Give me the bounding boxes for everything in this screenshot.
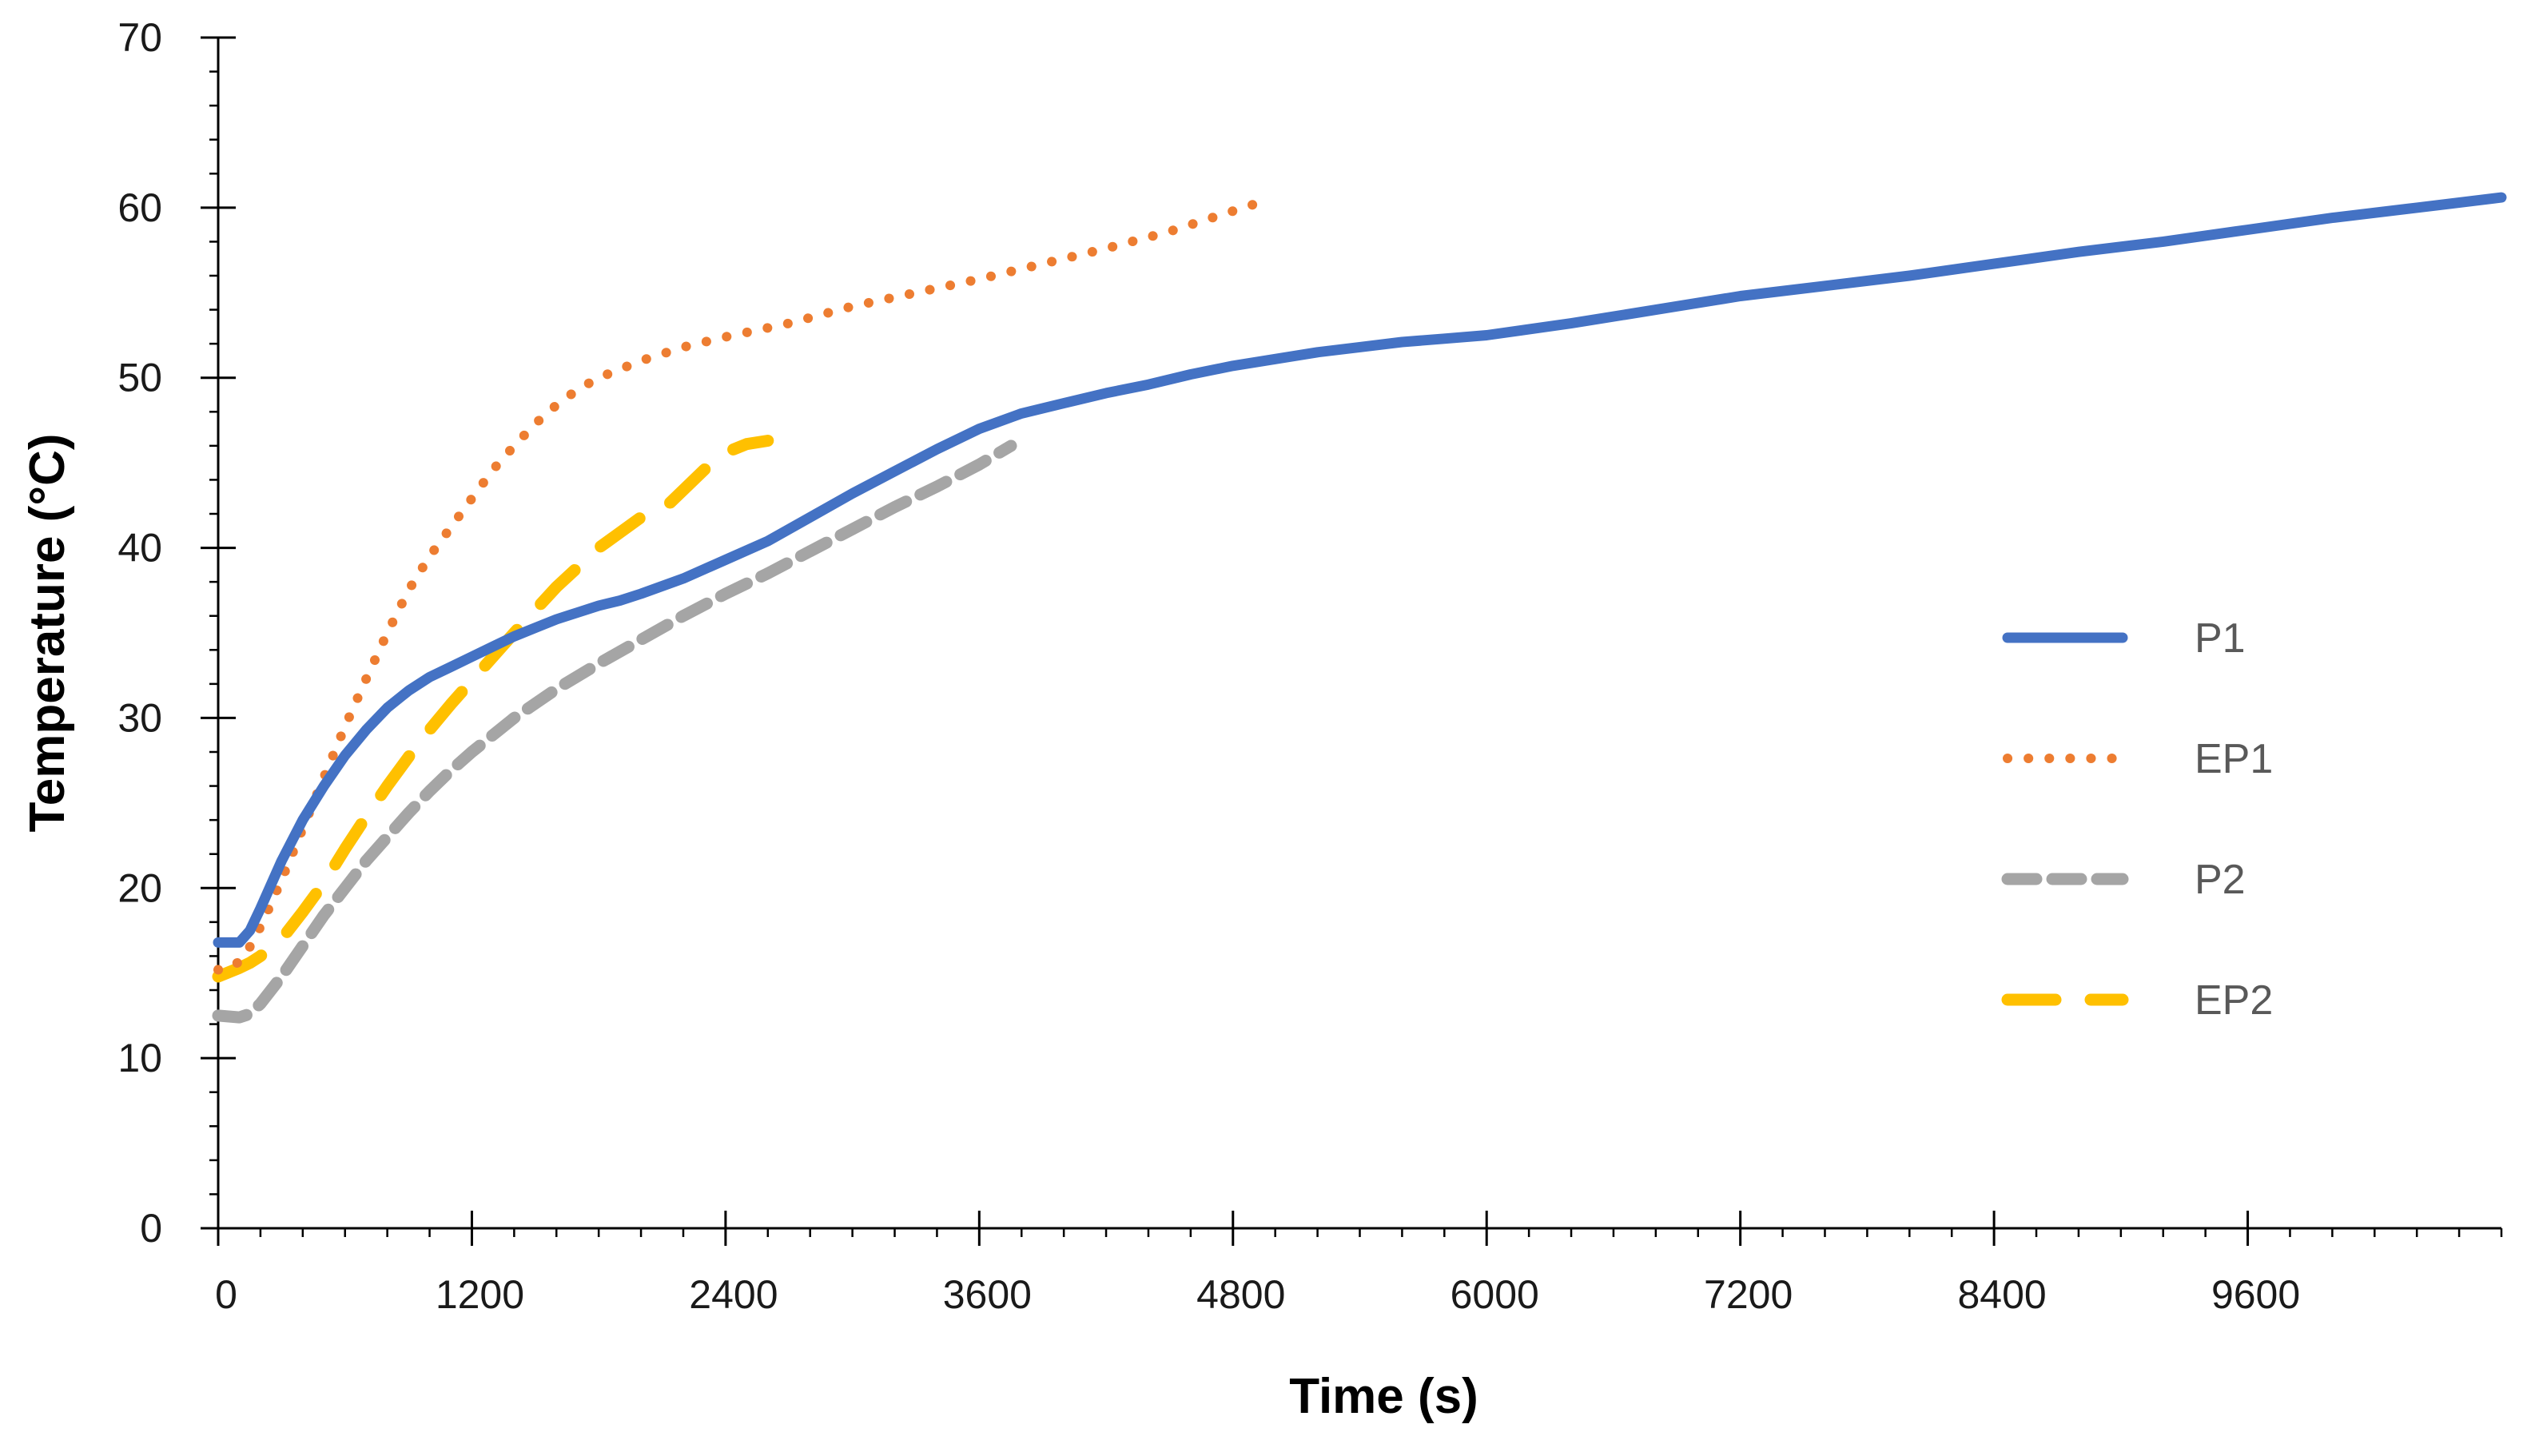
series-line-p2 [212, 440, 1017, 1024]
legend-label-p1: P1 [2195, 615, 2246, 662]
y-tick-label: 50 [117, 356, 162, 400]
legend: P1 EP1 P2 EP2 [2001, 615, 2273, 1024]
x-tick-label: 9600 [2211, 1272, 2300, 1317]
series-line-p1 [213, 192, 2507, 948]
series-line-ep2 [212, 435, 774, 983]
y-tick-label: 70 [117, 15, 162, 60]
x-tick-label: 1200 [436, 1272, 524, 1317]
y-tick-label: 20 [117, 865, 162, 910]
x-tick-label: 8400 [1957, 1272, 2046, 1317]
series-line-ep1 [213, 199, 1260, 975]
y-tick-label: 30 [117, 695, 162, 740]
legend-label-p2: P2 [2195, 857, 2246, 903]
x-tick-label: 4800 [1196, 1272, 1285, 1317]
x-tick-label: 2400 [689, 1272, 778, 1317]
axes: 0 10 20 30 40 50 60 70 0 1200 2400 3600 4800 6000 7200… [117, 15, 2503, 1317]
x-tick-label: 3600 [943, 1272, 1032, 1317]
y-tick-label: 0 [140, 1206, 162, 1251]
x-tick-label: 0 [215, 1272, 237, 1317]
series-layer [212, 192, 2507, 1024]
legend-label-ep1: EP1 [2195, 736, 2273, 782]
x-tick-label: 6000 [1451, 1272, 1539, 1317]
y-tick-label: 40 [117, 526, 162, 571]
legend-label-ep2: EP2 [2195, 977, 2273, 1024]
x-tick-label: 7200 [1704, 1272, 1793, 1317]
y-axis-title: Temperature (°C) [20, 433, 75, 832]
x-axis-title: Time (s) [1289, 1369, 1478, 1424]
y-tick-label: 10 [117, 1036, 162, 1080]
y-tick-label: 60 [117, 185, 162, 230]
